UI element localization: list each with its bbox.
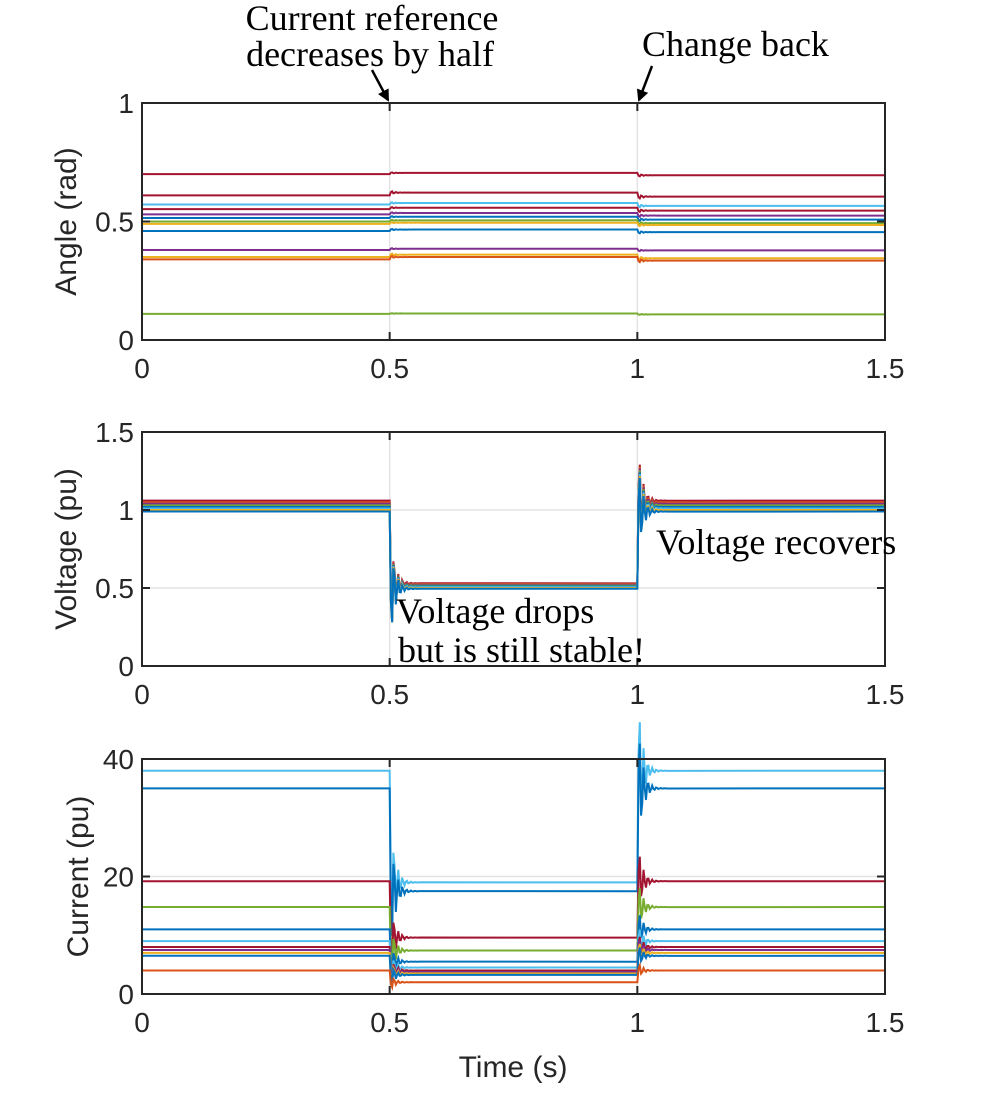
x-tick-label: 1 [630,679,646,710]
y-tick-label: 1 [118,88,134,119]
y-tick-label: 0.5 [95,573,134,604]
current-panel: 0 0.5 1 1.5 0 20 40 Current (pu) Time (s) [62,722,904,1084]
annotation-voltage-drops: Voltage drops [396,591,594,631]
x-tick-label: 1 [630,1007,646,1038]
x-tick-label: 0 [134,679,150,710]
series-line [142,211,885,219]
series-line [142,915,886,976]
series-line [142,477,886,623]
current-ticks: 0 0.5 1 1.5 0 20 40 [103,744,905,1038]
x-tick-label: 1.5 [866,353,905,384]
angle-ticks: 0 0.5 1 1.5 0 0.5 1 [95,88,904,384]
series-line [142,312,885,316]
current-grid [142,759,885,994]
series-line [142,722,886,931]
series-line [142,206,885,214]
angle-lines [142,171,886,341]
angle-ylabel: Angle (rad) [50,147,83,295]
current-ylabel: Current (pu) [62,796,95,958]
annotation-voltage-recovers: Voltage recovers [656,522,896,562]
angle-panel: 0 0.5 1 1.5 0 0.5 1 Angle (rad) [50,88,904,384]
series-line [142,171,886,178]
angle-grid [388,103,639,340]
y-tick-label: 0.5 [95,207,134,238]
series-line [142,856,886,963]
arrow-to-half [370,69,390,102]
voltage-panel: 0 0.5 1 1.5 0 0.5 1 1.5 Voltage (pu) [50,417,904,710]
series-line [142,221,886,228]
x-tick-label: 0.5 [370,679,409,710]
voltage-axes-frame [141,431,886,667]
x-tick-label: 1.5 [866,679,905,710]
y-tick-label: 20 [103,862,134,893]
series-line [142,252,886,262]
series-line [142,218,885,226]
annotations: Current reference decreases by half Chan… [246,0,897,670]
annotation-decreases-by-half: decreases by half [246,34,494,74]
x-tick-label: 1.5 [866,1007,905,1038]
series-line [142,743,886,936]
y-tick-label: 0 [118,651,134,682]
y-tick-label: 1.5 [95,417,134,448]
series-line [142,189,886,200]
current-lines [142,722,886,992]
y-tick-label: 0 [118,325,134,356]
series-line [142,215,885,223]
voltage-lines [142,464,886,623]
annotation-current-reference: Current reference [246,0,499,38]
voltage-ticks: 0 0.5 1 1.5 0 0.5 1 1.5 [95,417,904,710]
y-tick-label: 0 [118,979,134,1010]
series-line [142,201,885,209]
series-line [142,227,885,235]
x-tick-label: 1 [630,353,646,384]
y-tick-label: 1 [118,495,134,526]
series-line [142,888,886,970]
series-line [142,247,885,253]
arrow-to-change-back [636,65,654,102]
x-tick-label: 0 [134,1007,150,1038]
voltage-ylabel: Voltage (pu) [50,468,83,630]
x-tick-label: 0.5 [370,353,409,384]
x-tick-label: 0 [134,353,150,384]
annotation-still-stable: but is still stable! [398,630,645,670]
series-line [142,961,886,992]
series-line [142,254,886,264]
x-tick-label: 0.5 [370,1007,409,1038]
series-line [142,947,886,984]
annotation-change-back: Change back [642,24,829,64]
y-tick-label: 40 [103,744,134,775]
time-xlabel: Time (s) [459,1051,568,1084]
